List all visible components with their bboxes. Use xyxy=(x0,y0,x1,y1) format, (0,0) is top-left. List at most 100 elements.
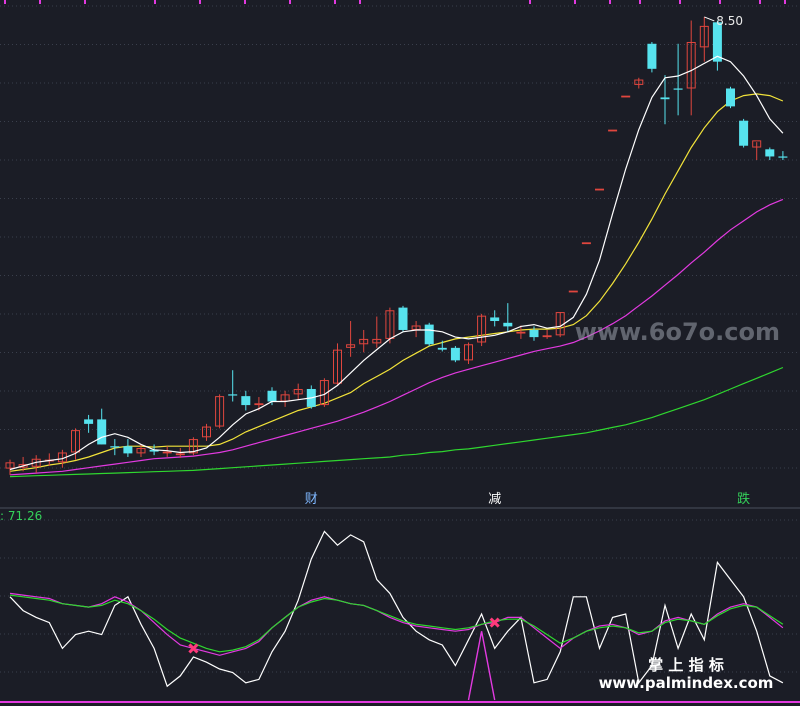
ma20-line xyxy=(9,198,784,476)
candle xyxy=(18,456,28,472)
candle-body xyxy=(660,97,670,100)
candle-body xyxy=(202,426,211,438)
candle-body xyxy=(293,388,303,395)
candle-body xyxy=(215,396,225,427)
candle xyxy=(136,444,146,457)
candle-body xyxy=(464,344,473,361)
candle-body xyxy=(241,396,251,406)
candle xyxy=(162,446,172,457)
candle-body xyxy=(778,156,788,158)
candle-body xyxy=(529,329,539,338)
watermark-cn: 掌 上 指 标 xyxy=(648,656,724,674)
candle xyxy=(490,310,500,327)
candle-body xyxy=(149,449,159,452)
candle-body xyxy=(673,88,683,90)
candle-body xyxy=(346,344,356,348)
candle-body xyxy=(712,22,722,62)
candle xyxy=(712,20,722,71)
candle xyxy=(110,439,120,456)
candle-body xyxy=(110,446,120,448)
candle xyxy=(359,329,369,353)
candle xyxy=(621,95,631,98)
candle-body xyxy=(333,349,342,384)
ma5-line-group xyxy=(9,55,784,471)
watermark-bottom: www.palmindex.com xyxy=(599,674,774,692)
candle xyxy=(450,346,460,363)
candle-body xyxy=(568,290,578,293)
ma60-line xyxy=(9,366,784,478)
candle xyxy=(215,394,225,429)
candle-body xyxy=(542,335,552,338)
candle xyxy=(411,321,421,338)
candle-body xyxy=(136,448,146,454)
indicator-d-group xyxy=(9,594,784,653)
candle-body xyxy=(765,149,775,157)
candle xyxy=(477,313,487,347)
candle xyxy=(778,151,788,161)
cross-marker xyxy=(188,643,199,654)
candle xyxy=(346,321,356,357)
high-price-label: 8.50 xyxy=(716,14,743,28)
candle xyxy=(634,77,644,89)
candle-body xyxy=(18,464,28,468)
candle-body xyxy=(726,88,735,107)
candle xyxy=(437,340,447,352)
event-markers: 财减跌 xyxy=(305,491,750,507)
event-marker: 财 xyxy=(305,492,318,507)
top-tick-marks xyxy=(4,0,786,4)
candle xyxy=(97,408,107,445)
candle xyxy=(699,16,709,62)
candle-body xyxy=(372,338,382,344)
candle-body xyxy=(188,439,198,454)
candle xyxy=(581,242,591,245)
candle-body xyxy=(686,41,696,89)
indicator-value-label: : 71.26 xyxy=(0,509,42,523)
candle xyxy=(542,329,552,339)
candle-body xyxy=(739,120,749,146)
candle xyxy=(372,316,382,348)
indicator-spike-group xyxy=(467,631,496,701)
candle xyxy=(660,75,670,125)
cross-marker xyxy=(489,617,500,628)
candles xyxy=(5,16,788,475)
candle-body xyxy=(477,315,487,343)
candle-body xyxy=(359,338,369,345)
candle xyxy=(202,423,211,441)
candle-body xyxy=(621,95,631,98)
candle-body xyxy=(437,347,447,350)
candle xyxy=(673,43,683,116)
candle-body xyxy=(228,394,238,396)
ma10-line-group xyxy=(9,93,784,472)
candle-body xyxy=(398,307,408,330)
ma20-line-group xyxy=(9,198,784,476)
candle xyxy=(503,303,513,332)
indicator-raw-group xyxy=(9,530,784,688)
candle-body xyxy=(175,453,185,456)
candle xyxy=(568,290,578,293)
cross-stroke xyxy=(188,643,199,654)
cross-markers xyxy=(188,617,500,654)
event-marker: 跌 xyxy=(737,491,750,507)
candle xyxy=(608,129,618,132)
candle-body xyxy=(752,140,762,148)
candle-body xyxy=(254,403,264,406)
candle-body xyxy=(503,322,513,327)
candle xyxy=(752,140,762,161)
candle-body xyxy=(84,419,94,424)
indicator-grid xyxy=(0,519,800,673)
cross-stroke xyxy=(489,617,500,628)
high-price-label-group: 8.50 xyxy=(704,14,743,28)
candle-body xyxy=(634,79,644,85)
candle xyxy=(686,20,696,116)
candle-body xyxy=(97,419,107,445)
candle xyxy=(726,86,735,109)
candle-body xyxy=(31,458,41,467)
main-grid xyxy=(0,5,800,469)
ma5-line xyxy=(9,55,784,471)
ma10-line xyxy=(9,93,784,472)
candle-body xyxy=(123,446,133,454)
candle xyxy=(319,378,329,407)
event-marker: 减 xyxy=(488,492,501,507)
candle-body xyxy=(647,43,657,69)
